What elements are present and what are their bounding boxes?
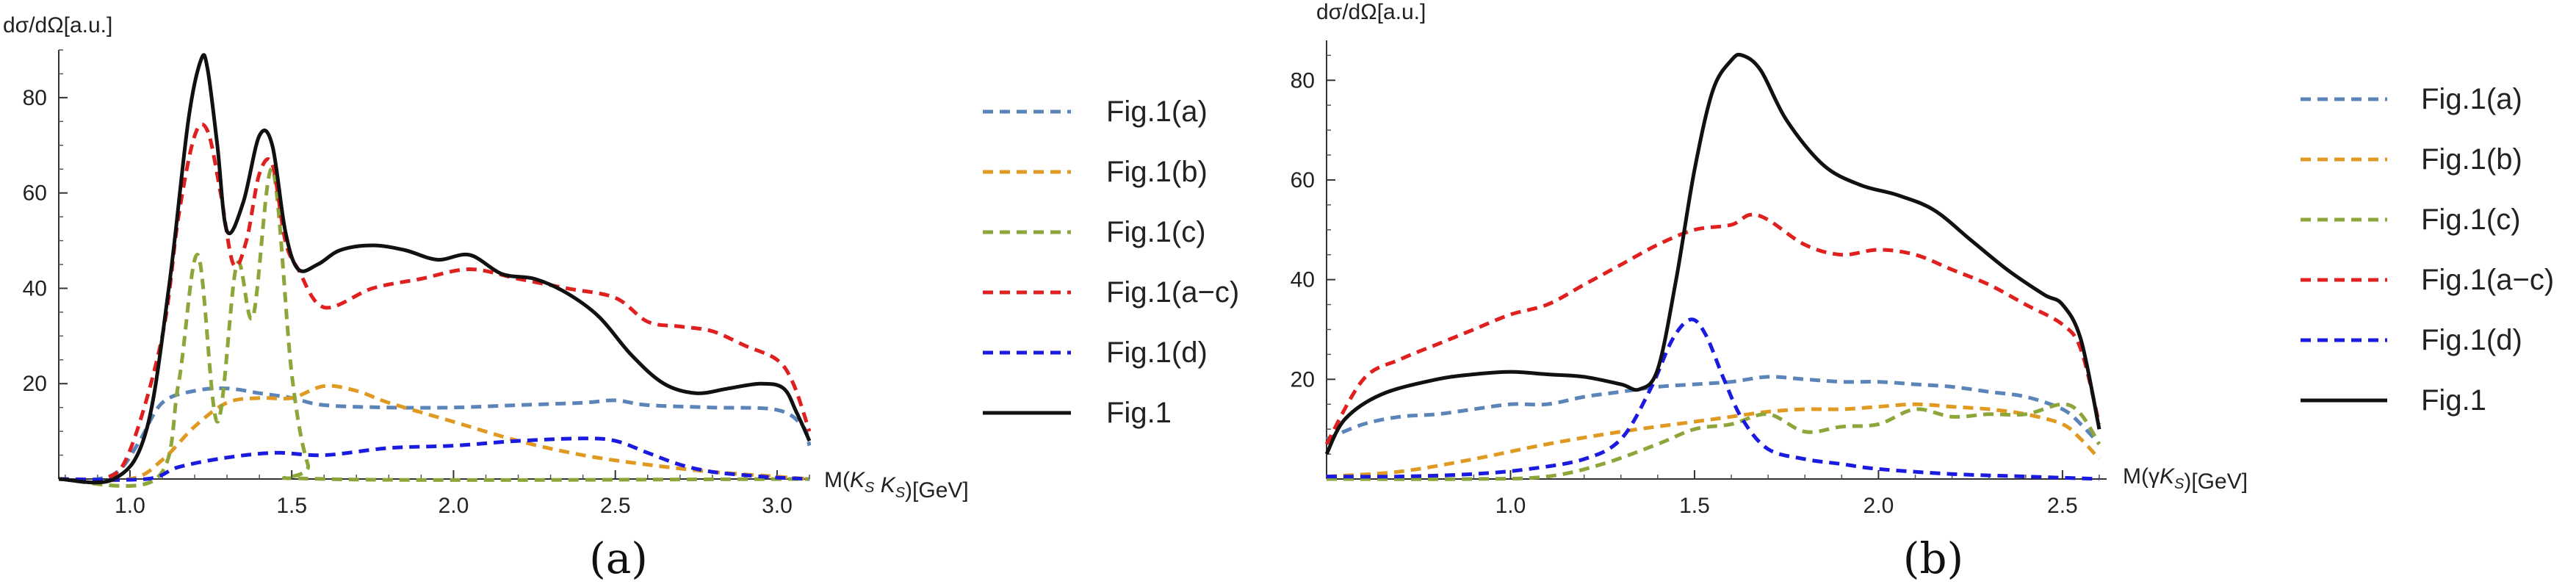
line-series-fig-1-d — [58, 436, 810, 482]
line-series-fig-1-c — [58, 167, 810, 489]
line-series-fig-1-d — [1326, 317, 2100, 481]
legend-item: Fig.1 — [983, 397, 1172, 429]
x-tick-label: 2.0 — [1864, 494, 1894, 518]
legend-label: Fig.1(c) — [2421, 204, 2521, 236]
chart-panel-b: 1.0 1.5 2.0 2.5 20 40 60 80 dσ/dΩ[a.u.] M(γKS)[… — [1291, 0, 2555, 583]
chart-a-axes: 1.0 1.5 2.0 2.5 3.0 20 40 60 80 — [23, 49, 810, 518]
line-series-fig-1 — [1324, 52, 2101, 455]
legend-label: Fig.1(a−c) — [2421, 264, 2554, 296]
y-tick-label: 80 — [1291, 68, 1315, 93]
line-series-fig-1-a-c — [58, 122, 812, 483]
legend-item: Fig.1(a−c) — [983, 276, 1239, 309]
chart-panel-a: 1.0 1.5 2.0 2.5 3.0 20 40 60 80 dσ/dΩ[a.u.] M(KS… — [3, 13, 1239, 583]
y-tick-label: 60 — [1291, 168, 1315, 192]
y-tick-label: 40 — [1291, 268, 1315, 292]
legend-item: Fig.1(d) — [983, 336, 1208, 369]
line-series-fig-1-c — [1326, 402, 2101, 481]
chart-b-legend: Fig.1(a) Fig.1(b) Fig.1(c) Fig.1(a−c) Fig.1(… — [2301, 83, 2554, 417]
chart-b-ylabel: dσ/dΩ[a.u.] — [1316, 0, 1426, 24]
chart-a-legend: Fig.1(a) Fig.1(b) Fig.1(c) Fig.1(a−c) Fig.1(… — [983, 96, 1239, 429]
x-tick-label: 1.0 — [1496, 494, 1526, 518]
legend-label: Fig.1 — [1106, 397, 1172, 429]
legend-label: Fig.1 — [2421, 384, 2486, 417]
x-tick-label: 1.5 — [1679, 494, 1710, 518]
y-tick-label: 20 — [1291, 367, 1315, 392]
legend-item: Fig.1 — [2301, 384, 2486, 417]
legend-label: Fig.1(b) — [1106, 156, 1208, 188]
legend-label: Fig.1(d) — [1106, 336, 1208, 369]
legend-item: Fig.1(b) — [2301, 143, 2522, 176]
chart-a-series — [58, 53, 812, 489]
y-tick-label: 40 — [23, 276, 47, 300]
legend-label: Fig.1(c) — [1106, 216, 1206, 248]
legend-label: Fig.1(d) — [2421, 324, 2522, 356]
line-series-fig-1 — [58, 53, 812, 485]
legend-item: Fig.1(c) — [983, 216, 1206, 248]
line-series-fig-1-a — [1326, 375, 2101, 446]
x-tick-label: 2.5 — [600, 494, 631, 518]
y-tick-label: 60 — [23, 181, 47, 206]
chart-b-panel-label: (b) — [1903, 533, 1963, 583]
legend-item: Fig.1(d) — [2301, 324, 2522, 356]
x-tick-label: 1.5 — [276, 494, 307, 518]
chart-b-series — [1324, 52, 2101, 481]
chart-a-xlabel: M(KS KS)[GeV] — [824, 468, 969, 503]
chart-b-axes: 1.0 1.5 2.0 2.5 20 40 60 80 — [1291, 40, 2107, 518]
x-tick-label: 2.5 — [2047, 494, 2078, 518]
legend-item: Fig.1(a) — [983, 96, 1208, 128]
legend-label: Fig.1(a) — [2421, 83, 2522, 115]
legend-item: Fig.1(c) — [2301, 204, 2521, 236]
legend-label: Fig.1(b) — [2421, 143, 2522, 176]
legend-label: Fig.1(a−c) — [1106, 276, 1239, 309]
legend-item: Fig.1(a−c) — [2301, 264, 2554, 296]
line-series-fig-1-b — [1326, 402, 2101, 479]
x-tick-label: 2.0 — [439, 494, 469, 518]
legend-item: Fig.1(b) — [983, 156, 1208, 188]
line-series-fig-1-a — [58, 386, 812, 482]
x-tick-label: 1.0 — [115, 494, 145, 518]
chart-a-ylabel: dσ/dΩ[a.u.] — [3, 13, 112, 37]
legend-label: Fig.1(a) — [1106, 96, 1208, 128]
y-tick-label: 20 — [23, 372, 47, 396]
y-tick-label: 80 — [23, 86, 47, 110]
line-series-fig-1-b — [58, 383, 810, 483]
chart-a-panel-label: (a) — [589, 533, 648, 583]
legend-item: Fig.1(a) — [2301, 83, 2522, 115]
line-series-fig-1-a-c — [1324, 212, 2101, 445]
x-tick-label: 3.0 — [762, 494, 793, 518]
chart-b-xlabel: M(γKS)[GeV] — [2123, 464, 2248, 494]
